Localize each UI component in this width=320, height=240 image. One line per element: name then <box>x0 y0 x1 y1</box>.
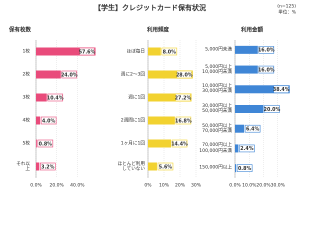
chart: 【学生】クレジットカード保有状況 (n=125) 単位：% 保有枚数 0.0% 20… <box>8 3 297 189</box>
value-label-box <box>79 47 95 56</box>
category-label: 5,000円未満 <box>205 47 232 53</box>
bar <box>148 70 193 79</box>
category-label: 3枚 <box>22 94 30 100</box>
value-label: 0.8% <box>39 141 52 147</box>
x-tick-label: 0.0% <box>30 183 42 189</box>
category-label: ほぼ毎日 <box>126 48 145 54</box>
value-label-box <box>258 65 275 74</box>
page: 【学生】クレジットカード保有状況 (n=125) 単位：% 保有枚数 0.0% 20… <box>8 3 297 189</box>
category-label: 週に1回 <box>128 94 145 100</box>
category-label: 150,000円以上 <box>199 165 232 171</box>
value-label: 5.6% <box>159 164 172 170</box>
bar <box>235 144 239 153</box>
value-label: 6.4% <box>246 127 259 133</box>
x-tick-label: 30% <box>191 183 202 189</box>
bar <box>148 93 192 102</box>
bar <box>36 70 61 79</box>
category-label: 1ヶ月に1回 <box>120 140 145 146</box>
bar <box>36 139 37 148</box>
category-label: ほとんど利用 していない <box>117 161 145 172</box>
bar <box>36 93 47 102</box>
bar <box>235 124 245 133</box>
value-label-box <box>244 124 261 133</box>
bar <box>148 162 157 171</box>
bar <box>235 105 264 113</box>
bar <box>235 65 258 74</box>
value-label-box <box>264 105 280 113</box>
panel-title: 保有枚数 <box>8 26 32 34</box>
value-label-box <box>40 162 56 171</box>
value-label: 14.4% <box>171 141 188 147</box>
bar <box>235 85 290 94</box>
page-title: 【学生】クレジットカード保有状況 <box>94 3 206 12</box>
value-label-box <box>47 93 64 102</box>
x-tick-label: 40.0% <box>70 183 85 189</box>
value-label: 57.6% <box>79 49 96 55</box>
value-label: 3.2% <box>41 164 54 170</box>
x-tick-label: 20.0% <box>50 183 65 189</box>
value-label: 20.0% <box>264 107 281 113</box>
bar <box>36 116 41 125</box>
value-label: 28.0% <box>176 72 193 78</box>
category-label: 30,000円以上 50,000円未満 <box>202 103 232 114</box>
bar <box>148 139 172 148</box>
bar <box>36 47 96 56</box>
bar <box>36 162 40 171</box>
category-label: それ以 上 <box>16 161 30 172</box>
category-label: 週に2～3回 <box>120 71 145 77</box>
x-tick-label: 20% <box>175 183 186 189</box>
category-label: 10,000円以上 30,000円未満 <box>202 84 232 95</box>
value-label: 38.4% <box>273 87 290 93</box>
value-label: 0.8% <box>238 166 251 172</box>
panel-title: 利用金額 <box>241 26 264 34</box>
value-label: 4.0% <box>42 118 55 124</box>
sample-note: (n=125) <box>277 4 296 10</box>
value-label-box <box>61 70 78 79</box>
x-tick-label: 10% <box>159 183 170 189</box>
value-label-box <box>176 70 193 79</box>
value-label-box <box>258 46 275 54</box>
panel-title: 利用頻度 <box>147 26 170 34</box>
value-label: 10.4% <box>47 95 64 101</box>
value-label: 8.0% <box>163 49 176 55</box>
x-tick-label: 0% <box>144 183 152 189</box>
value-label-box <box>175 116 192 125</box>
value-label-box <box>37 139 54 148</box>
value-label-box <box>40 116 57 125</box>
x-tick-label: 0.0% <box>229 183 241 189</box>
category-label: 1枚 <box>22 48 30 54</box>
category-label: 2週間に1回 <box>120 117 145 123</box>
value-label-box <box>157 162 174 171</box>
value-label-box <box>171 139 188 148</box>
value-label-box <box>239 144 255 153</box>
value-label: 16.0% <box>258 48 275 54</box>
category-label: 5枚 <box>22 140 30 146</box>
value-label-box <box>273 85 290 94</box>
value-label: 16.0% <box>258 67 275 73</box>
value-label: 2.4% <box>240 146 253 152</box>
x-tick-label: 20.0% <box>256 183 271 189</box>
value-label: 24.0% <box>61 72 78 78</box>
bar <box>235 164 237 173</box>
x-tick-label: 30.0% <box>271 183 286 189</box>
unit-note: 単位：% <box>278 9 296 16</box>
category-label: 50,000円以上 70,000円未満 <box>202 123 232 134</box>
category-label: 70,000円以上 100,000円未満 <box>199 143 232 154</box>
bar <box>148 47 161 56</box>
x-tick-label: 10.0% <box>242 183 257 189</box>
bar <box>235 45 258 54</box>
value-label-box <box>236 164 253 172</box>
value-label: 27.2% <box>175 95 192 101</box>
value-label: 16.8% <box>175 118 192 124</box>
bar <box>148 116 175 125</box>
category-label: 5,000円以上 10,000円未満 <box>202 64 232 75</box>
value-label-box <box>161 47 178 56</box>
category-label: 2枚 <box>22 71 30 77</box>
value-label-box <box>175 93 191 102</box>
category-label: 4枚 <box>22 117 30 123</box>
